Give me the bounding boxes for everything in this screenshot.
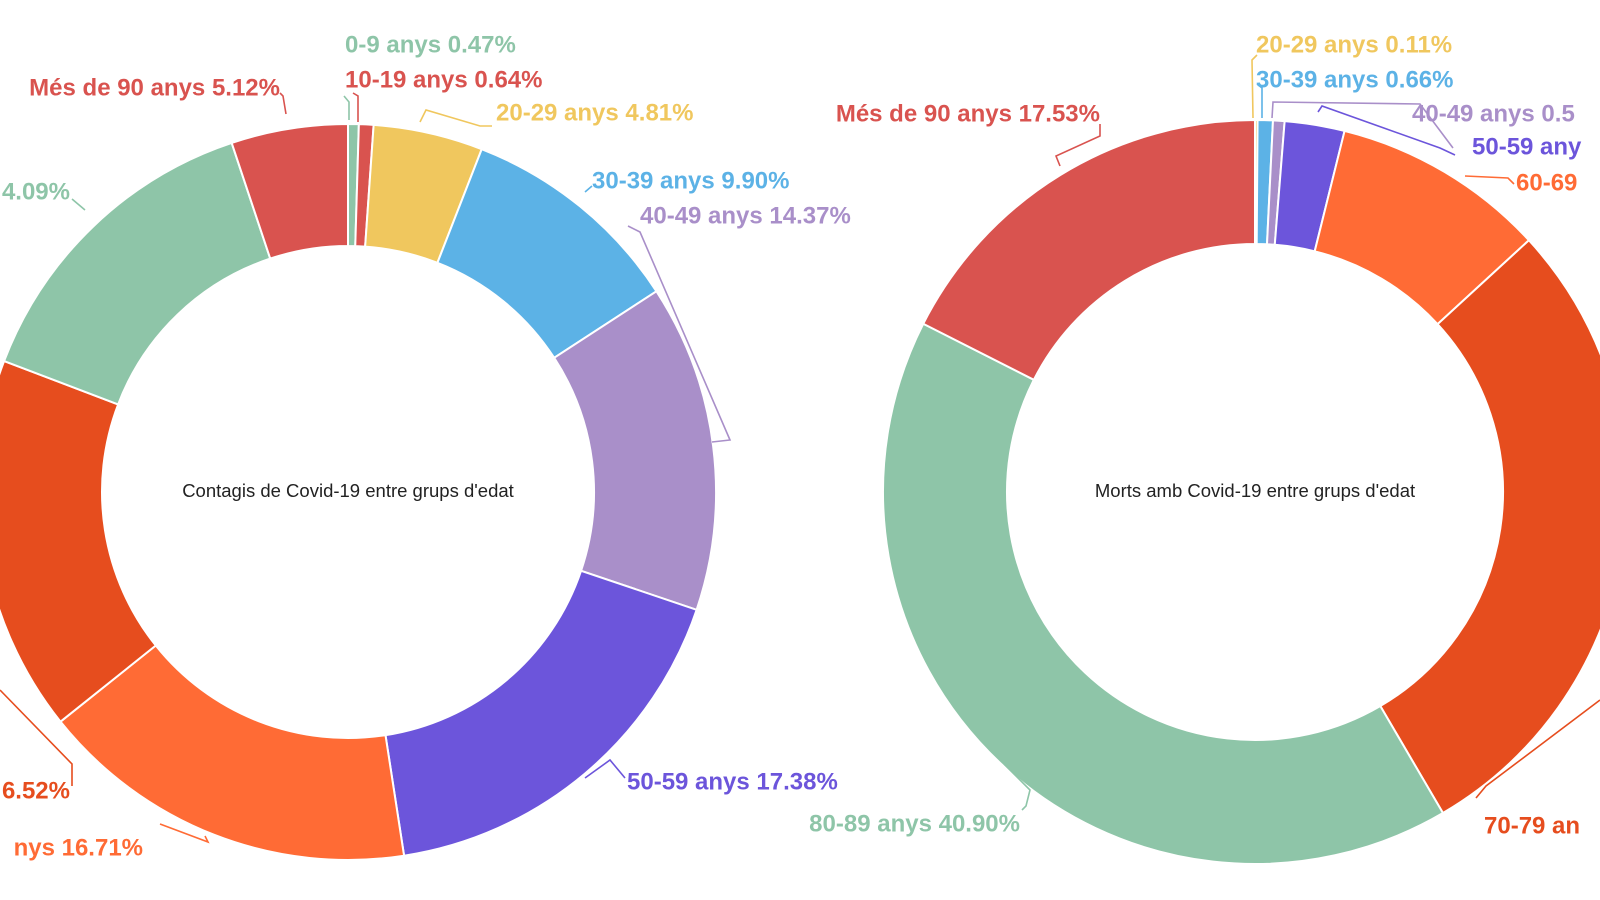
leader-line-m-s-de-90-anys bbox=[279, 92, 287, 115]
slice-label-70-79-anys: 70-79 an bbox=[1484, 812, 1580, 839]
leader-lines bbox=[1003, 54, 1600, 811]
leader-lines bbox=[0, 92, 732, 844]
leader-line-50-59-anys bbox=[1317, 105, 1456, 156]
slice-label-20-29-anys: 20-29 anys 0.11% bbox=[1256, 31, 1452, 58]
slice-label-80-89-anys: 4.09% bbox=[2, 178, 70, 205]
leader-line-20-29-anys bbox=[419, 109, 492, 127]
slice-label-20-29-anys: 20-29 anys 4.81% bbox=[496, 99, 693, 126]
slice-label-m-s-de-90-anys: Més de 90 anys 17.53% bbox=[836, 100, 1100, 127]
slice-label-10-19-anys: 10-19 anys 0.64% bbox=[345, 66, 542, 93]
chart-title: Morts amb Covid-19 entre grups d'edat bbox=[1095, 480, 1415, 501]
slice-label-40-49-anys: 40-49 anys 0.5 bbox=[1412, 100, 1575, 127]
leader-line-70-79-anys bbox=[0, 689, 73, 786]
donut-chart-morts: 20-29 anys 0.11% 30-39 anys 0.66% 40-49 an… bbox=[809, 31, 1600, 865]
slice-label-30-39-anys: 30-39 anys 0.66% bbox=[1256, 66, 1453, 93]
leader-line-30-39-anys bbox=[584, 185, 593, 193]
leader-line-50-59-anys bbox=[584, 758, 626, 779]
slice-labels: 20-29 anys 0.11% 30-39 anys 0.66% 40-49 an… bbox=[809, 31, 1582, 839]
leader-line-40-49-anys bbox=[627, 225, 732, 443]
leader-line-60-69-anys bbox=[159, 823, 210, 844]
slice-60-69-anys[interactable] bbox=[59, 644, 406, 861]
slice-80-89-anys[interactable] bbox=[882, 322, 1445, 865]
slice-label-60-69-anys: nys 16.71% bbox=[14, 834, 143, 861]
slice-m-s-de-90-anys[interactable] bbox=[921, 118, 1256, 382]
slice-label-80-89-anys: 80-89 anys 40.90% bbox=[809, 810, 1020, 837]
leader-line-80-89-anys bbox=[71, 198, 86, 211]
slice-label-30-39-anys: 30-39 anys 9.90% bbox=[592, 167, 789, 194]
slice-m-s-de-90-anys[interactable] bbox=[230, 122, 349, 260]
leader-line-60-69-anys bbox=[1464, 175, 1515, 185]
leader-line-0-9-anys bbox=[343, 95, 350, 120]
slice-label-m-s-de-90-anys: Més de 90 anys 5.12% bbox=[29, 74, 280, 101]
leader-line-80-89-anys bbox=[1003, 763, 1031, 811]
donut-chart-contagis: 0-9 anys 0.47% 10-19 anys 0.64% 20-29 anys… bbox=[0, 31, 851, 861]
slice-labels: 0-9 anys 0.47% 10-19 anys 0.64% 20-29 anys… bbox=[2, 31, 851, 861]
chart-title: Contagis de Covid-19 entre grups d'edat bbox=[182, 480, 514, 501]
leader-line-30-39-anys bbox=[1256, 83, 1263, 118]
slice-label-50-59-anys: 50-59 any bbox=[1472, 133, 1582, 160]
leader-line-10-19-anys bbox=[352, 92, 359, 122]
donut-slices bbox=[0, 122, 717, 861]
slice-label-70-79-anys: 6.52% bbox=[2, 777, 70, 804]
slice-label-0-9-anys: 0-9 anys 0.47% bbox=[345, 31, 516, 58]
leader-line-40-49-anys bbox=[1271, 101, 1454, 149]
slice-label-60-69-anys: 60-69 bbox=[1516, 169, 1577, 196]
leader-line-m-s-de-90-anys bbox=[1054, 124, 1101, 167]
donut-slices bbox=[882, 118, 1600, 865]
leader-line-20-29-anys bbox=[1251, 54, 1258, 119]
slice-50-59-anys[interactable] bbox=[384, 569, 698, 857]
slice-label-50-59-anys: 50-59 anys 17.38% bbox=[627, 768, 838, 795]
slice-70-79-anys[interactable] bbox=[1378, 238, 1600, 815]
slice-label-40-49-anys: 40-49 anys 14.37% bbox=[640, 202, 851, 229]
leader-line-70-79-anys bbox=[1475, 699, 1600, 799]
